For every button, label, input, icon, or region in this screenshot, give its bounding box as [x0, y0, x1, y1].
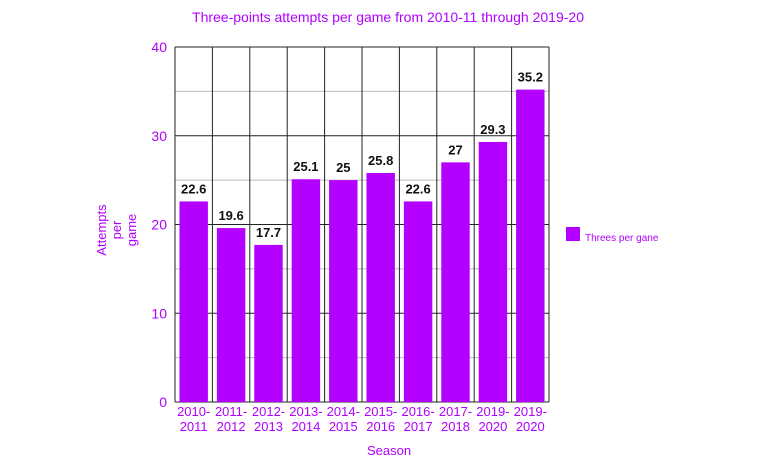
bar: [291, 179, 321, 402]
data-label: 25.8: [368, 153, 393, 168]
bar: [441, 162, 470, 402]
x-tick-label: 2014-2015: [327, 404, 360, 434]
data-label: 27: [448, 142, 462, 157]
y-axis-ticks: 0 10 20 30 40: [151, 39, 167, 410]
bar: [254, 244, 283, 402]
x-tick-label: 2013-2014: [289, 404, 322, 434]
y-axis-title: Attemptspergame: [94, 204, 139, 256]
bar: [329, 180, 358, 402]
x-tick-label: 2019-2020: [476, 404, 509, 434]
bar: [516, 89, 545, 402]
bars: [179, 89, 545, 402]
legend: Threes per gane: [566, 227, 659, 244]
data-label: 25: [336, 160, 350, 175]
data-labels: 22.6 19.6 17.7 25.1 25 25.8 22.6 27 29.3 35.2: [181, 70, 543, 240]
y-tick-label: 40: [151, 39, 167, 55]
y-tick-label: 30: [151, 128, 167, 144]
x-tick-label: 2017-2018: [439, 404, 472, 434]
data-label: 29.3: [480, 122, 505, 137]
x-tick-label: 2015-2016: [364, 404, 397, 434]
x-axis-ticks: 2010-20112011-20122012-20132013-20142014…: [177, 404, 547, 434]
bar: [403, 201, 433, 402]
y-tick-label: 10: [151, 305, 167, 321]
x-axis-label: Season: [367, 443, 411, 458]
data-label: 17.7: [256, 225, 281, 240]
x-tick-label: 2019-2020: [514, 404, 547, 434]
bar: [179, 201, 208, 402]
data-label: 25.1: [293, 159, 318, 174]
x-tick-label: 2011-2012: [215, 404, 247, 434]
legend-label: Threes per gane: [585, 233, 659, 244]
grid: [174, 46, 550, 403]
x-tick-label: 2016-2017: [401, 404, 434, 434]
data-label: 19.6: [218, 208, 243, 223]
y-tick-label: 20: [151, 217, 167, 233]
data-label: 22.6: [405, 181, 430, 196]
bar: [478, 141, 508, 402]
x-tick-label: 2012-2013: [252, 404, 285, 434]
bar: [366, 173, 395, 402]
legend-swatch: [566, 227, 580, 241]
y-tick-label: 0: [159, 394, 167, 410]
y-axis-label: Attemptspergame: [94, 204, 139, 256]
chart-title: Three-points attempts per game from 2010…: [192, 9, 584, 25]
x-tick-label: 2010-2011: [177, 404, 210, 434]
bar: [216, 228, 246, 402]
data-label: 22.6: [181, 181, 206, 196]
data-label: 35.2: [518, 70, 543, 85]
